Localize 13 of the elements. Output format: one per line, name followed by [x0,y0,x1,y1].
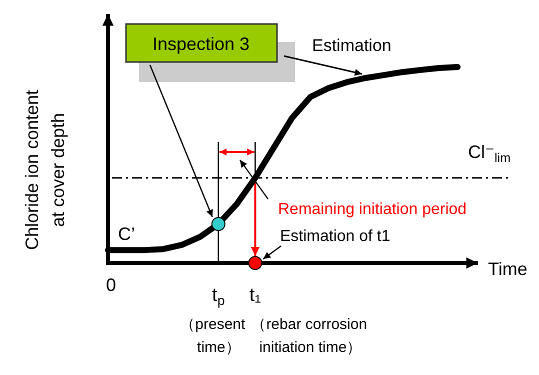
x-tick-label: 0 [106,275,116,295]
text: （present time） [180,316,246,356]
x-tick-label: t$_{p}$ [212,285,225,308]
x-tick-label: t₁ [249,285,262,306]
text: Inspection 3 [152,34,250,54]
ref-line-label: Cl⁻$_{lim}$ [468,142,511,165]
annotation: C’ [118,224,135,244]
text: （rebar corrosion initiation time） [251,316,368,356]
annotation: Estimation of t1 [280,228,390,245]
x-axis-title: Time [488,259,528,279]
text: Estimation [312,36,392,55]
y-axis-title: Chloride ion content at cover depth [22,90,68,250]
annotation: Remaining initiation period [278,201,467,218]
